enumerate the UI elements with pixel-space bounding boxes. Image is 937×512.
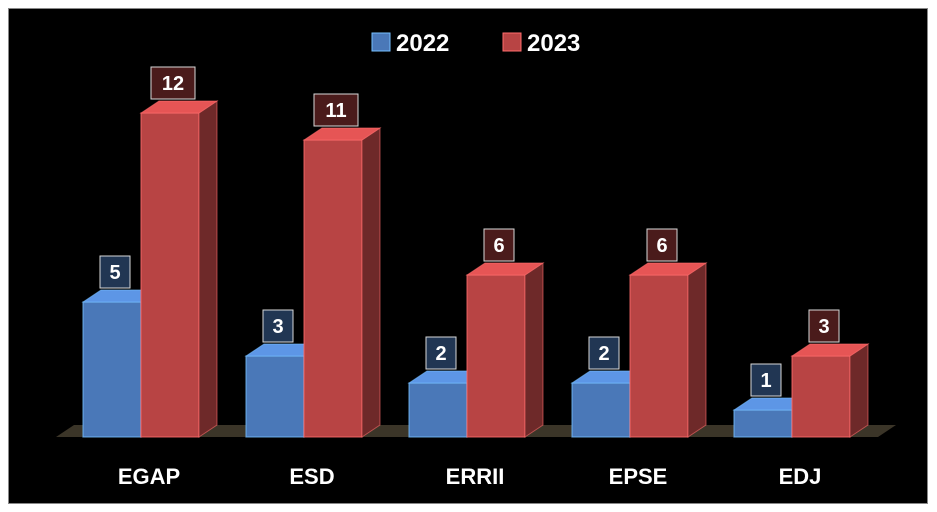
svg-text:1: 1 xyxy=(760,370,771,392)
legend-swatch-2022 xyxy=(371,32,391,52)
svg-text:6: 6 xyxy=(656,235,667,257)
svg-text:12: 12 xyxy=(162,73,184,95)
data-label-2022-epse: 2 xyxy=(588,336,620,370)
bar-2023-epse xyxy=(628,262,708,438)
bar-2023-edj xyxy=(790,343,870,438)
svg-text:6: 6 xyxy=(493,235,504,257)
svg-text:3: 3 xyxy=(818,316,829,338)
data-label-2023-esd: 11 xyxy=(313,93,359,127)
legend-swatch-2023 xyxy=(502,32,522,52)
category-label-esd: ESD xyxy=(289,464,334,489)
data-label-2022-egap: 5 xyxy=(99,255,131,289)
category-label-errii: ERRII xyxy=(446,464,505,489)
data-label-2023-epse: 6 xyxy=(646,228,678,262)
bar-2023-egap xyxy=(139,100,219,438)
data-label-2022-esd: 3 xyxy=(262,309,294,343)
svg-text:3: 3 xyxy=(272,316,283,338)
legend-item-2022: 2022 xyxy=(371,30,449,57)
category-label-egap: EGAP xyxy=(118,464,180,489)
svg-text:2: 2 xyxy=(598,343,609,365)
category-label-epse: EPSE xyxy=(609,464,668,489)
svg-text:2023: 2023 xyxy=(527,30,580,57)
data-label-2022-errii: 2 xyxy=(425,336,457,370)
data-label-2023-errii: 6 xyxy=(483,228,515,262)
bar-2023-esd xyxy=(302,127,382,438)
svg-text:2: 2 xyxy=(435,343,446,365)
data-label-2022-edj: 1 xyxy=(750,363,782,397)
bar-2023-errii xyxy=(465,262,545,438)
legend-item-2023: 2023 xyxy=(502,30,580,57)
data-label-2023-edj: 3 xyxy=(808,309,840,343)
data-label-2023-egap: 12 xyxy=(150,66,196,100)
svg-text:2022: 2022 xyxy=(396,30,449,57)
svg-text:11: 11 xyxy=(325,100,346,122)
category-label-edj: EDJ xyxy=(779,464,822,489)
svg-text:5: 5 xyxy=(109,262,120,284)
